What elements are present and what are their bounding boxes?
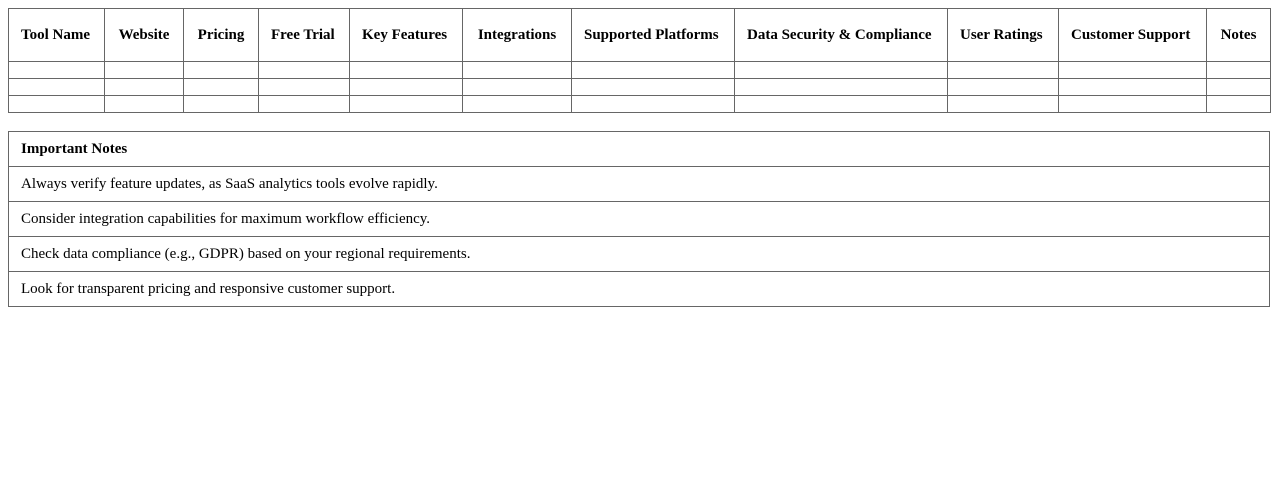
table-cell <box>8 78 105 96</box>
notes-title: Important Notes <box>8 131 1270 167</box>
table-cell <box>1058 78 1207 96</box>
comparison-table: Tool Name Website Pricing Free Trial Key… <box>8 8 1271 113</box>
table-cell <box>349 78 463 96</box>
table-cell <box>462 95 572 113</box>
table-row <box>8 78 1271 96</box>
table-cell <box>1058 95 1207 113</box>
table-cell <box>462 78 572 96</box>
header-free-trial: Free Trial <box>258 8 350 62</box>
note-item: Look for transparent pricing and respons… <box>8 271 1270 307</box>
table-cell <box>734 78 948 96</box>
table-cell <box>1058 61 1207 79</box>
table-cell <box>571 78 735 96</box>
table-cell <box>1206 78 1271 96</box>
important-notes-table: Important Notes Always verify feature up… <box>8 131 1270 307</box>
header-key-features: Key Features <box>349 8 463 62</box>
header-row: Tool Name Website Pricing Free Trial Key… <box>8 8 1271 62</box>
table-cell <box>947 78 1059 96</box>
table-cell <box>8 95 105 113</box>
table-cell <box>349 61 463 79</box>
header-website: Website <box>104 8 184 62</box>
table-cell <box>8 61 105 79</box>
table-cell <box>571 95 735 113</box>
table-cell <box>571 61 735 79</box>
header-pricing: Pricing <box>183 8 259 62</box>
note-item: Check data compliance (e.g., GDPR) based… <box>8 236 1270 272</box>
table-cell <box>258 78 350 96</box>
table-cell <box>734 61 948 79</box>
table-cell <box>1206 95 1271 113</box>
header-tool-name: Tool Name <box>8 8 105 62</box>
header-data-security: Data Security & Compliance <box>734 8 948 62</box>
table-cell <box>183 78 259 96</box>
header-notes: Notes <box>1206 8 1271 62</box>
table-cell <box>104 95 184 113</box>
table-cell <box>183 95 259 113</box>
table-cell <box>462 61 572 79</box>
header-customer-support: Customer Support <box>1058 8 1207 62</box>
table-cell <box>947 61 1059 79</box>
table-row <box>8 95 1271 113</box>
header-user-ratings: User Ratings <box>947 8 1059 62</box>
table-cell <box>258 61 350 79</box>
table-cell <box>183 61 259 79</box>
table-cell <box>349 95 463 113</box>
table-cell <box>104 61 184 79</box>
table-cell <box>104 78 184 96</box>
note-item: Consider integration capabilities for ma… <box>8 201 1270 237</box>
table-cell <box>734 95 948 113</box>
table-row <box>8 61 1271 79</box>
table-cell <box>258 95 350 113</box>
note-item: Always verify feature updates, as SaaS a… <box>8 166 1270 202</box>
table-cell <box>1206 61 1271 79</box>
header-supported-platforms: Supported Platforms <box>571 8 735 62</box>
header-integrations: Integrations <box>462 8 572 62</box>
table-cell <box>947 95 1059 113</box>
